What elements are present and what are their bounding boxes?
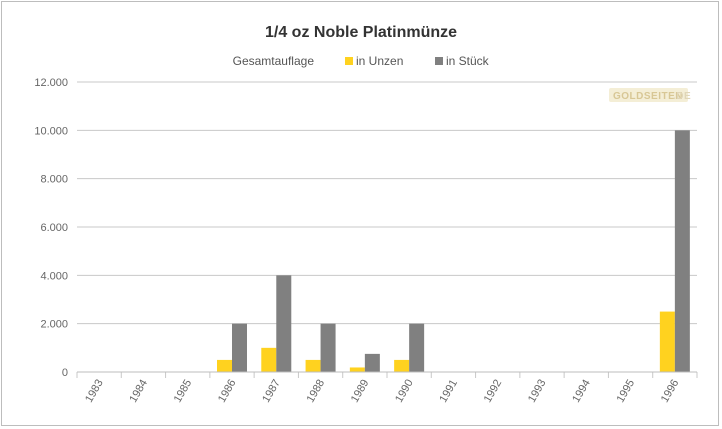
x-tick-label: 1983 — [83, 378, 106, 405]
bar-unzen-1987 — [261, 347, 277, 372]
x-tick-label: 1989 — [349, 378, 372, 405]
bar-stueck-1988 — [320, 323, 336, 372]
y-tick-label: 4.000 — [40, 270, 68, 282]
bars — [217, 130, 690, 372]
x-tick-label: 1985 — [172, 378, 195, 405]
bar-stueck-1987 — [276, 275, 292, 372]
chart-title: 1/4 oz Noble Platinmünze — [265, 24, 457, 41]
y-tick-label: 10.000 — [34, 125, 68, 137]
y-tick-label: 6.000 — [40, 222, 68, 234]
legend-label-unzen: in Unzen — [356, 54, 403, 68]
x-tick-label: 1993 — [526, 378, 549, 405]
bar-stueck-1989 — [364, 353, 380, 372]
x-tick-label: 1994 — [570, 378, 593, 405]
watermark-text-b: .DE — [673, 91, 691, 102]
x-axis: 1983 1984 1985 1986 1987 1988 1989 1990 1991 1992… — [76, 371, 698, 405]
bar-stueck-1990 — [409, 323, 425, 372]
bar-unzen-1988 — [305, 359, 321, 372]
watermark-text-a: GOLDSEITEN — [613, 91, 683, 102]
legend-title: Gesamtauflage — [233, 54, 315, 68]
legend-swatch-unzen — [345, 57, 353, 65]
x-tick-label: 1988 — [305, 378, 328, 405]
bar-unzen-1996 — [659, 311, 675, 372]
x-tick-label: 1990 — [393, 378, 416, 405]
gridlines — [77, 81, 697, 373]
x-tick-label: 1995 — [615, 378, 638, 405]
legend-label-stueck: in Stück — [446, 54, 490, 68]
y-tick-label: 12.000 — [34, 77, 68, 89]
bar-unzen-1989 — [349, 367, 365, 372]
y-axis: 0 2.000 4.000 6.000 8.000 10.000 12.000 — [34, 77, 68, 379]
bar-stueck-1996 — [674, 130, 690, 372]
x-tick-label: 1987 — [260, 378, 283, 405]
legend-swatch-stueck — [435, 57, 443, 65]
legend: Gesamtauflage in Unzen in Stück — [233, 54, 490, 68]
x-tick-label: 1991 — [437, 378, 460, 405]
y-tick-label: 8.000 — [40, 174, 68, 186]
bar-stueck-1986 — [232, 323, 247, 372]
bar-unzen-1990 — [394, 359, 410, 372]
y-tick-label: 0 — [62, 367, 68, 379]
x-tick-label: 1986 — [216, 378, 239, 405]
x-tick-label: 1996 — [659, 378, 682, 405]
y-tick-label: 2.000 — [40, 319, 68, 331]
x-tick-label: 1984 — [127, 378, 150, 405]
bar-unzen-1986 — [217, 359, 232, 372]
goldseiten-watermark: GOLDSEITEN .DE — [609, 88, 691, 102]
x-tick-label: 1992 — [482, 378, 505, 405]
